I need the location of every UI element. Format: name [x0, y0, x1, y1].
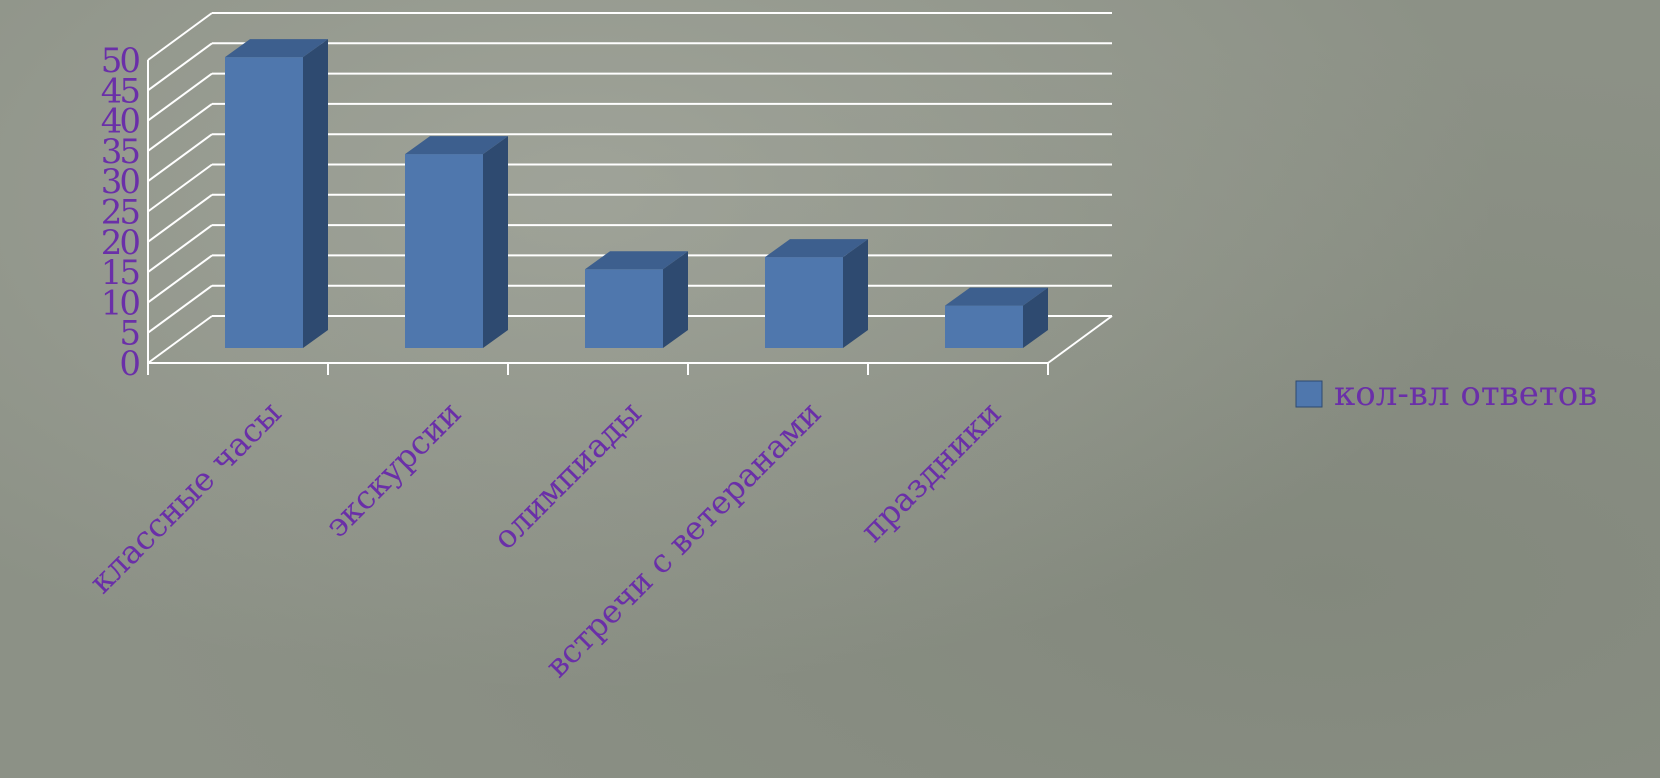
y-tick-label: 35	[101, 132, 140, 172]
bar-side	[663, 251, 688, 348]
chart-axes	[147, 60, 1049, 375]
legend-label: кол-вл ответов	[1334, 374, 1597, 414]
bar-front	[225, 57, 303, 349]
y-tick-label: 10	[101, 283, 140, 323]
bar-top	[405, 136, 508, 155]
bar-top	[585, 251, 688, 270]
x-tick-label: экскурсии	[318, 394, 469, 545]
legend-swatch	[1295, 380, 1323, 408]
y-tick-label: 25	[101, 193, 140, 233]
chart-legend: кол-вл ответов	[1295, 374, 1597, 414]
x-tick-label: праздники	[853, 394, 1009, 550]
bar-top	[225, 39, 328, 58]
gridline-depth	[147, 163, 213, 213]
x-tick-label: олимпиады	[486, 394, 649, 557]
y-tick-label: 50	[101, 41, 140, 81]
bar-front	[405, 154, 483, 348]
bar-side	[843, 239, 868, 348]
gridline-depth	[147, 224, 213, 273]
gridline-depth	[147, 12, 213, 61]
gridline-depth	[147, 72, 213, 122]
y-tick-label: 45	[101, 71, 140, 111]
bar-front	[945, 305, 1023, 348]
floor-edge	[1047, 315, 1113, 364]
y-tick-label: 15	[101, 253, 140, 293]
bar	[225, 39, 328, 349]
gridline-depth	[147, 133, 213, 183]
gridline-depth	[147, 284, 213, 334]
bar-top	[765, 239, 868, 258]
gridline-depth	[147, 42, 213, 92]
y-tick-label: 30	[101, 162, 140, 202]
bar-side	[1023, 287, 1048, 348]
y-tick-label: 40	[101, 102, 140, 142]
y-tick-label: 20	[101, 223, 140, 263]
gridline-depth	[147, 103, 213, 152]
bar-side	[303, 39, 328, 349]
y-tick-label: 5	[119, 314, 139, 354]
bar-front	[585, 269, 663, 348]
gridline-depth	[147, 193, 213, 243]
bar	[405, 136, 508, 348]
y-tick-label: 0	[119, 344, 139, 384]
bar	[765, 239, 868, 348]
x-tick-label: классные часы	[82, 394, 289, 601]
bar-front	[765, 257, 843, 348]
bar-top	[945, 287, 1048, 306]
gridline-depth	[147, 315, 213, 364]
gridline-depth	[147, 254, 213, 304]
chart-bars	[225, 39, 1048, 349]
bar-side	[483, 136, 508, 348]
bar	[585, 251, 688, 348]
bar	[945, 287, 1048, 348]
